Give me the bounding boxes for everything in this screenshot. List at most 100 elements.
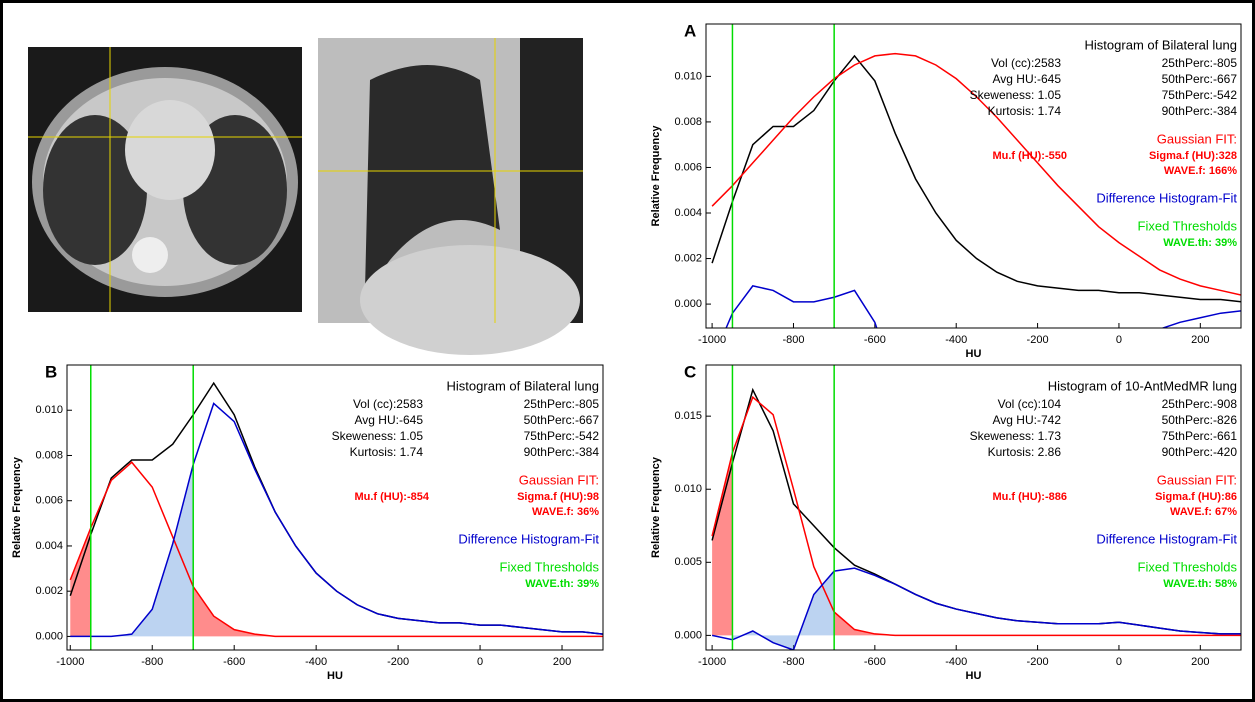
x-tick-label: -200 (1027, 334, 1049, 346)
y-tick-label: 0.004 (674, 207, 702, 219)
y-tick-label: 0.000 (674, 298, 702, 310)
stat-label: 50thPerc:-667 (524, 413, 600, 427)
chart-title: Histogram of Bilateral lung (447, 378, 599, 393)
y-tick-label: 0.000 (674, 629, 702, 641)
stat-label: 75thPerc:-661 (1162, 429, 1238, 443)
plot-frame (705, 23, 1242, 329)
stat-label: Vol (cc):2583 (353, 397, 423, 411)
sagittal-ct-image (318, 38, 583, 355)
threshold-wave: WAVE.th: 39% (1163, 237, 1237, 249)
y-tick-label: 0.010 (674, 70, 702, 82)
x-axis-label: HU (966, 348, 982, 360)
shaded-area (70, 527, 91, 637)
legend-label: Fixed Thresholds (500, 559, 600, 574)
fit-wave: WAVE.f: 67% (1170, 506, 1237, 518)
stat-label: Skeweness: 1.05 (970, 88, 1062, 102)
plot-frame (705, 364, 1242, 651)
y-tick-label: 0.008 (674, 116, 702, 128)
x-tick-label: -600 (864, 656, 886, 668)
stat-label: Skeweness: 1.05 (332, 429, 424, 443)
stat-label: Kurtosis: 1.74 (350, 445, 424, 459)
stat-label: 25thPerc:-805 (524, 397, 600, 411)
x-tick-label: -200 (1027, 656, 1049, 668)
y-tick-label: 0.005 (674, 556, 702, 568)
shaded-area (712, 452, 733, 636)
x-tick-label: 0 (477, 656, 483, 668)
shaded-area (732, 571, 835, 650)
plot-area (711, 365, 1241, 650)
threshold-wave: WAVE.th: 58% (1163, 578, 1237, 590)
y-axis-label: Relative Frequency (650, 456, 662, 558)
x-tick-label: 200 (553, 656, 571, 668)
y-tick-label: 0.010 (35, 404, 63, 416)
fit-param: Mu.f (HU):-886 (992, 491, 1067, 503)
legend-label: Gaussian FIT: (1157, 472, 1237, 487)
stat-label: Avg HU:-645 (993, 72, 1062, 86)
stat-label: 90thPerc:-420 (1162, 445, 1238, 459)
x-tick-label: -600 (864, 334, 886, 346)
panel-label: C (684, 362, 696, 381)
series-line (70, 402, 603, 638)
stat-label: 50thPerc:-826 (1162, 413, 1238, 427)
x-tick-label: -800 (782, 656, 804, 668)
x-tick-label: -1000 (56, 656, 84, 668)
x-tick-label: -400 (305, 656, 327, 668)
axial-ct-image (28, 47, 302, 312)
x-tick-label: -1000 (698, 334, 726, 346)
stat-label: Avg HU:-742 (993, 413, 1062, 427)
shaded-area (834, 612, 1241, 636)
fit-param: Sigma.f (HU):98 (517, 491, 599, 503)
stat-label: Avg HU:-645 (355, 413, 424, 427)
fit-param: Sigma.f (HU):328 (1149, 150, 1237, 162)
x-axis-label: HU (966, 670, 982, 682)
y-tick-label: 0.002 (674, 252, 702, 264)
legend-label: Gaussian FIT: (1157, 131, 1237, 146)
x-tick-label: -800 (141, 656, 163, 668)
y-tick-label: 0.000 (35, 630, 63, 642)
x-tick-label: 0 (1116, 334, 1122, 346)
chart-title: Histogram of Bilateral lung (1085, 37, 1237, 52)
x-tick-label: -200 (387, 656, 409, 668)
plot-frame (66, 364, 604, 651)
stat-label: 50thPerc:-667 (1162, 72, 1238, 86)
y-axis-label: Relative Frequency (11, 456, 23, 558)
stat-label: Skeweness: 1.73 (970, 429, 1062, 443)
legend-label: Gaussian FIT: (519, 472, 599, 487)
y-tick-label: 0.002 (35, 585, 63, 597)
x-tick-label: -1000 (698, 656, 726, 668)
y-tick-label: 0.004 (35, 540, 63, 552)
y-tick-label: 0.006 (35, 495, 63, 507)
y-tick-label: 0.015 (674, 410, 702, 422)
stat-label: 25thPerc:-805 (1162, 56, 1238, 70)
shaded-area (193, 586, 603, 637)
stat-label: Vol (cc):2583 (991, 56, 1061, 70)
stat-label: 75thPerc:-542 (1162, 88, 1238, 102)
stat-label: 75thPerc:-542 (524, 429, 600, 443)
stat-label: 90thPerc:-384 (1162, 104, 1238, 118)
legend-label: Difference Histogram-Fit (1096, 531, 1237, 546)
chart-panel: C 0.000 0.005 0.010 0.015 -1000 -800 -600 -400 -2… (650, 362, 1242, 682)
fit-param: Mu.f (HU):-854 (354, 491, 429, 503)
series-line (711, 54, 1241, 303)
stat-label: 90thPerc:-384 (524, 445, 600, 459)
panel-label: B (45, 362, 57, 381)
y-tick-label: 0.006 (674, 161, 702, 173)
plot-area (69, 365, 603, 650)
series-line (69, 461, 603, 638)
plot-area (711, 24, 1241, 328)
x-tick-label: -600 (223, 656, 245, 668)
shaded-area (90, 464, 194, 637)
fit-param: Sigma.f (HU):86 (1155, 491, 1237, 503)
stat-label: Vol (cc):104 (998, 397, 1062, 411)
x-tick-label: -400 (945, 334, 967, 346)
stat-label: Kurtosis: 2.86 (988, 445, 1062, 459)
x-tick-label: 0 (1116, 656, 1122, 668)
fit-wave: WAVE.f: 166% (1164, 165, 1237, 177)
x-tick-label: -800 (782, 334, 804, 346)
series-line (711, 395, 1241, 637)
x-tick-label: 200 (1191, 656, 1209, 668)
series-line (711, 52, 1241, 296)
stat-label: Kurtosis: 1.74 (988, 104, 1062, 118)
